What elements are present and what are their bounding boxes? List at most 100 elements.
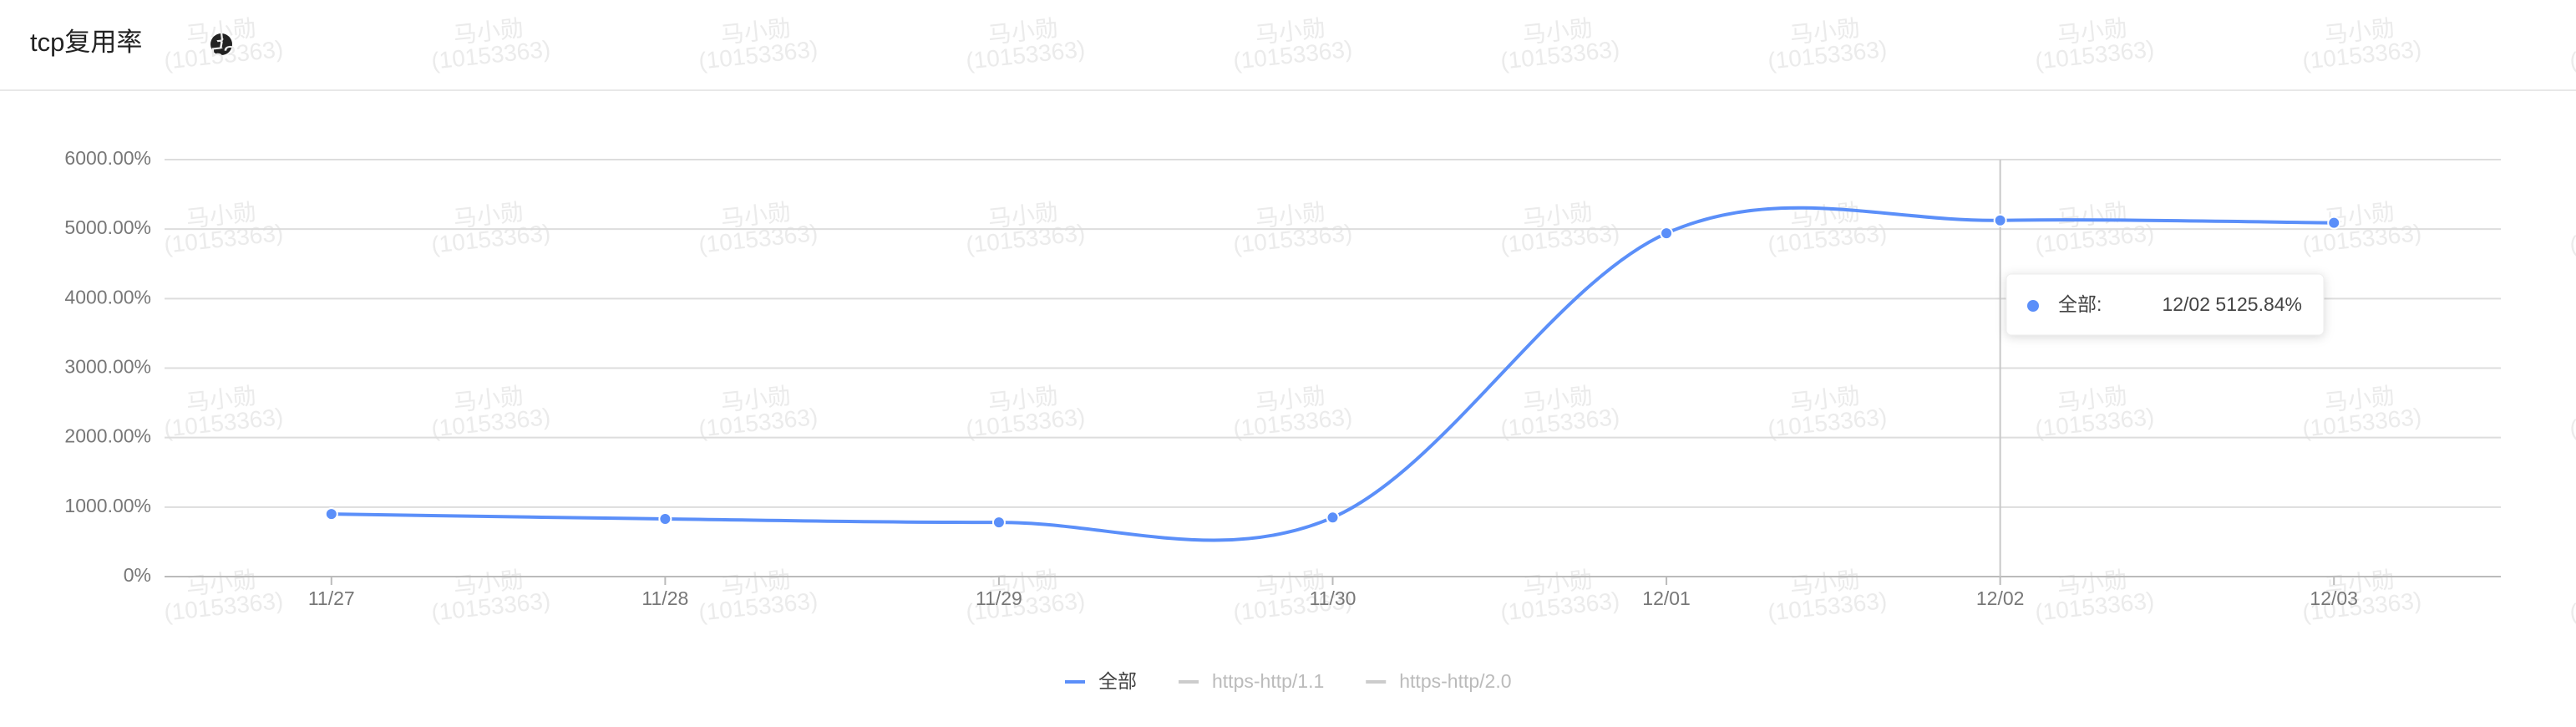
watermark-id: (10153363) [2034,220,2156,258]
watermark: 马小勋(10153363) [2568,404,2576,442]
watermark: 马小勋(10153363) [430,383,552,442]
y-tick-label: 0% [124,564,151,586]
watermark-id: (10153363) [2301,36,2423,74]
point [324,507,338,521]
watermark: 马小勋(10153363) [2034,199,2156,258]
watermark: 马小勋(10153363) [1767,567,1889,626]
y-tick-label: 2000.00% [64,425,151,447]
point [991,516,1006,530]
watermark: 马小勋(10153363) [163,567,285,626]
watermark: 马小勋(10153363) [697,199,819,258]
watermark-id: (10153363) [1767,36,1889,74]
watermark-id: (10153363) [2301,220,2423,258]
svg-text:i: i [219,35,223,52]
watermark-id: (10153363) [697,404,819,442]
watermark: 马小勋(10153363) [2568,36,2576,74]
watermark: 马小勋(10153363) [2034,567,2156,626]
watermark-id: (10153363) [430,36,552,74]
tooltip-marker [2027,300,2039,312]
point [658,511,672,526]
watermark: 马小勋(10153363) [1767,383,1889,442]
y-tick-label: 4000.00% [64,286,151,308]
watermark: 马小勋(10153363) [697,15,819,74]
y-tick-label: 1000.00% [64,495,151,516]
info-icon[interactable]: i [210,33,232,55]
watermark: 马小勋(10153363) [1232,15,1354,74]
point [1993,213,2007,227]
watermark-id: (10153363) [697,587,819,626]
watermark: 马小勋(10153363) [965,383,1087,442]
watermark-id: (10153363) [1767,587,1889,626]
watermark: 马小勋(10153363) [1499,383,1621,442]
watermark-id: (10153363) [697,220,819,258]
watermark: 马小勋(10153363) [163,15,285,74]
watermark-id: (10153363) [697,36,819,74]
watermark: 马小勋(10153363) [1499,199,1621,258]
watermark-id: (10153363) [1232,404,1354,442]
tooltip: 全部: 12/02 5125.84% [2006,273,2325,336]
legend-label[interactable]: 全部 [1098,670,1137,692]
point [2327,216,2341,230]
watermark: 马小勋(10153363) [430,15,552,74]
watermark: 马小勋(10153363) [2301,383,2423,442]
watermark-id: (10153363) [2568,220,2576,258]
watermark-id: (10153363) [2568,587,2576,626]
x-tick-label: 11/29 [976,587,1022,609]
watermark-id: (10153363) [2034,587,2156,626]
watermark-id: (10153363) [430,220,552,258]
y-tick-label: 5000.00% [64,216,151,238]
watermark: 马小勋(10153363) [2301,199,2423,258]
y-tick-label: 3000.00% [64,356,151,378]
watermark: 马小勋(10153363) [2568,587,2576,626]
watermark-id: (10153363) [2568,36,2576,74]
watermark-id: (10153363) [1232,220,1354,258]
tooltip-name: 全部: [2058,293,2102,315]
watermark: 马小勋(10153363) [965,15,1087,74]
x-tick-label: 12/01 [1642,587,1691,609]
watermark: 马小勋(10153363) [430,199,552,258]
series-line [331,206,2335,542]
legend-label[interactable]: https-http/1.1 [1212,670,1324,692]
panel-title: tcp复用率 [30,28,142,57]
watermark: 马小勋(10153363) [2301,15,2423,74]
point [1326,511,1340,525]
watermark: 马小勋(10153363) [1232,383,1354,442]
watermark-id: (10153363) [2034,36,2156,74]
watermark: 马小勋(10153363) [163,383,285,442]
watermark: 马小勋(10153363) [2034,15,2156,74]
watermark-id: (10153363) [965,220,1087,258]
watermark-id: (10153363) [1499,36,1621,74]
watermark: 马小勋(10153363) [1499,15,1621,74]
watermark: 马小勋(10153363) [163,199,285,258]
watermark: 马小勋(10153363) [1232,199,1354,258]
watermark-id: (10153363) [163,220,285,258]
watermark-id: (10153363) [1232,36,1354,74]
watermark: 马小勋(10153363) [697,567,819,626]
watermark-id: (10153363) [2301,404,2423,442]
watermark: 马小勋(10153363) [1499,567,1621,626]
y-tick-label: 6000.00% [64,147,151,169]
watermark-id: (10153363) [2568,404,2576,442]
x-tick-label: 12/03 [2310,587,2358,609]
x-tick-label: 11/27 [308,587,355,609]
watermark: 马小勋(10153363) [2568,220,2576,258]
watermark: 马小勋(10153363) [697,383,819,442]
watermark: 马小勋(10153363) [965,199,1087,258]
watermark-id: (10153363) [965,404,1087,442]
watermark-id: (10153363) [430,404,552,442]
watermark-id: (10153363) [2034,404,2156,442]
watermark-id: (10153363) [1767,404,1889,442]
watermark: 马小勋(10153363) [1767,199,1889,258]
watermark-id: (10153363) [430,587,552,626]
x-tick-label: 12/02 [1976,587,2025,609]
watermark-id: (10153363) [1499,404,1621,442]
watermark: 马小勋(10153363) [2034,383,2156,442]
watermark-id: (10153363) [1767,220,1889,258]
tooltip-text: 12/02 5125.84% [2162,293,2302,315]
x-tick-label: 11/28 [641,587,688,609]
legend-label[interactable]: https-http/2.0 [1399,670,1511,692]
watermark-id: (10153363) [1499,587,1621,626]
watermark-id: (10153363) [163,36,285,74]
point [1660,226,1674,241]
watermark: 马小勋(10153363) [1767,15,1889,74]
